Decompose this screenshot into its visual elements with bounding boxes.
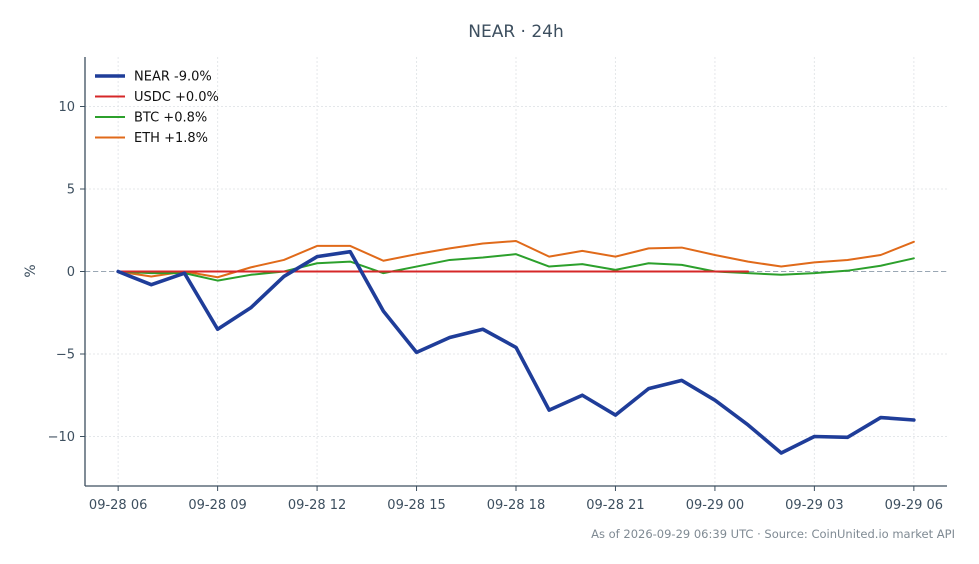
x-tick-label: 09-28 06: [89, 498, 147, 513]
x-tick-label: 09-28 09: [188, 498, 246, 513]
x-tick-label: 09-28 21: [586, 498, 644, 513]
y-tick-label: 5: [67, 183, 75, 198]
y-tick-label: 10: [58, 100, 75, 115]
source-footnote: As of 2026-09-29 06:39 UTC · Source: Coi…: [591, 527, 955, 541]
x-tick-label: 09-28 15: [387, 498, 445, 513]
tick-labels: 09-28 06 09-28 09 09-28 12 09-28 15 09-28 18…: [48, 100, 944, 513]
x-tick-label: 09-28 12: [288, 498, 346, 513]
x-tick-label: 09-28 18: [487, 498, 545, 513]
x-tick-label: 09-29 06: [885, 498, 943, 513]
series-line: [117, 253, 915, 282]
y-tick-label: 0: [67, 265, 75, 280]
axes: [80, 57, 947, 491]
y-axis-label: %: [23, 264, 39, 277]
chart-title: NEAR · 24h: [468, 22, 564, 42]
series-line: [116, 249, 916, 455]
y-tick-label: −5: [56, 348, 75, 363]
y-tick-label: −10: [48, 430, 75, 445]
series-line: [117, 239, 915, 279]
legend: NEAR -9.0% USDC +0.0% BTC +0.8% ETH +1.8%: [95, 70, 219, 146]
legend-label: BTC +0.8%: [134, 111, 207, 126]
series-lines: [116, 239, 916, 455]
legend-label: ETH +1.8%: [134, 131, 208, 146]
legend-label: NEAR -9.0%: [134, 70, 212, 85]
legend-label: USDC +0.0%: [134, 90, 219, 105]
x-tick-label: 09-29 00: [686, 498, 744, 513]
x-tick-label: 09-29 03: [785, 498, 843, 513]
